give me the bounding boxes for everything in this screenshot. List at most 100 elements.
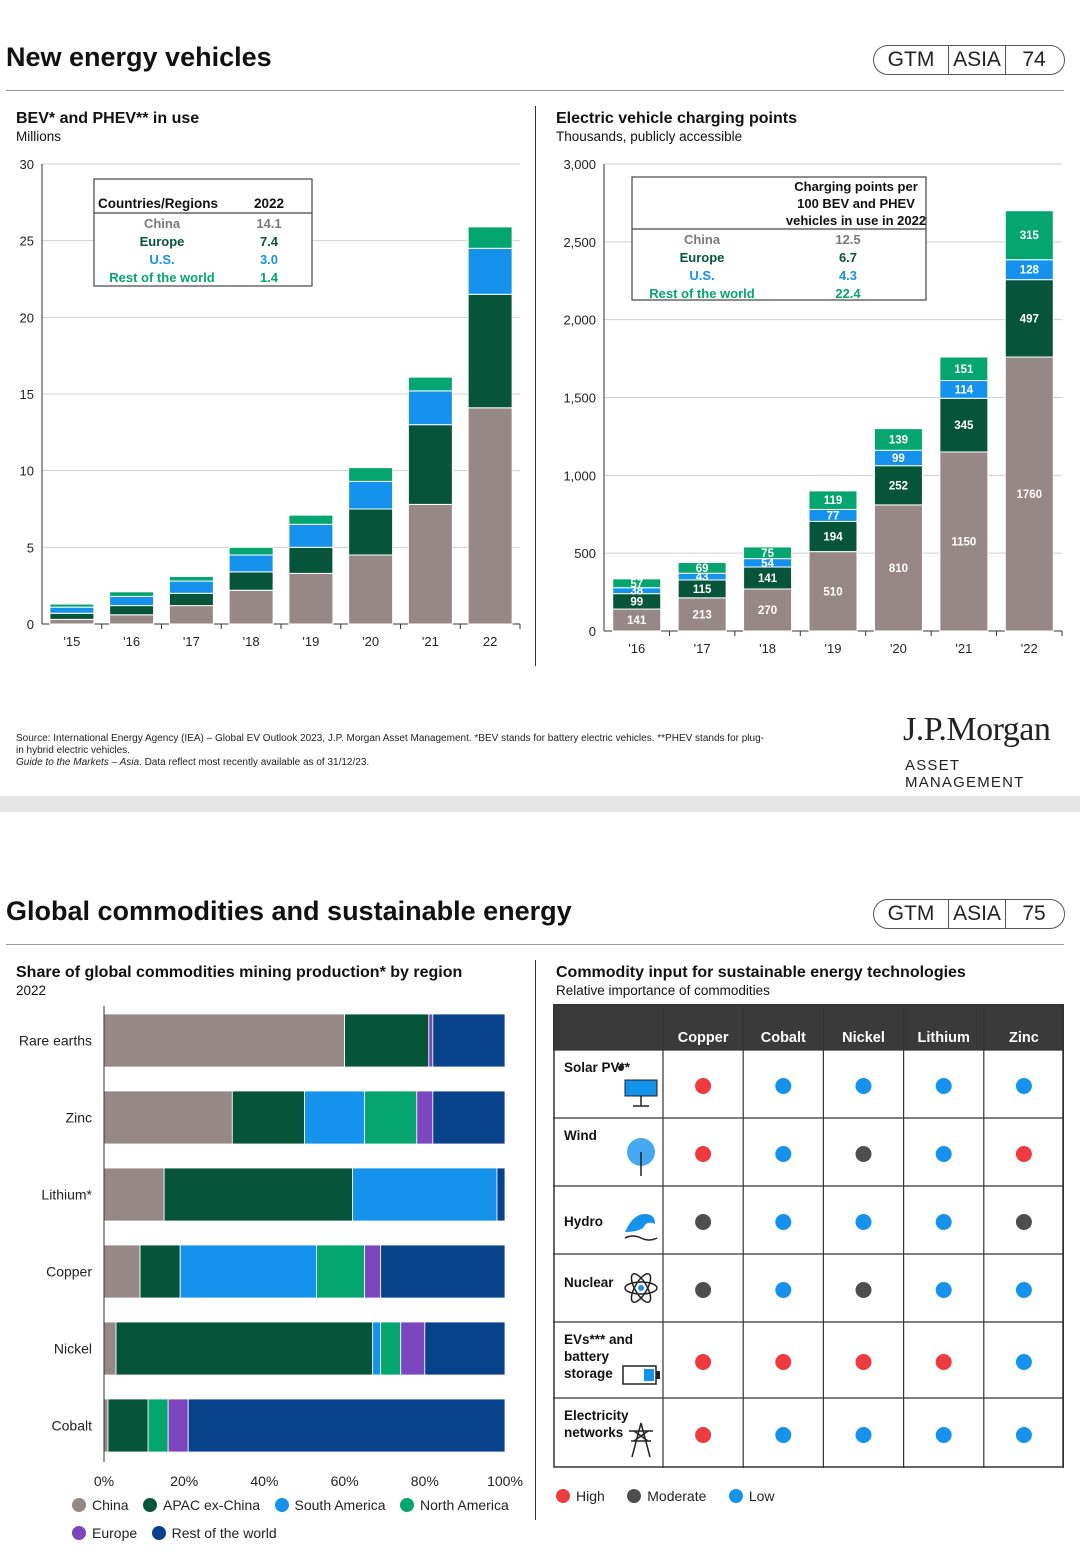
data-label: 510	[823, 586, 842, 598]
bar-segment	[372, 1321, 382, 1376]
matrix-row-label: Nuclear	[564, 1275, 614, 1290]
bar-segment	[344, 1013, 430, 1068]
importance-dot	[855, 1146, 872, 1162]
data-label: 69	[696, 563, 709, 575]
y-category-label: Nickel	[54, 1341, 92, 1357]
legend-label: High	[576, 1488, 605, 1504]
bar-segment	[612, 578, 662, 589]
atom-icon	[624, 1273, 658, 1303]
importance-dot	[1015, 1146, 1032, 1162]
y-tick-label: 5	[27, 540, 34, 555]
gtm-page-number: 75	[1022, 902, 1046, 925]
bar-segment	[107, 1398, 149, 1453]
bar-segment	[808, 520, 858, 553]
bar-segment	[873, 504, 923, 632]
bar-segment	[348, 480, 394, 510]
legend-label: Europe	[92, 1525, 138, 1541]
importance-dot	[935, 1427, 952, 1443]
legend-swatch	[72, 1498, 86, 1512]
legend-south-america: South America	[274, 1497, 386, 1513]
legend-swatch	[400, 1498, 415, 1512]
source-note: Source: International Energy Agency (IEA…	[16, 733, 876, 769]
x-tick-label: '20	[362, 634, 379, 649]
bar-segment	[288, 514, 334, 525]
x-tick-label: '16	[123, 634, 140, 649]
page-separator	[0, 796, 1080, 812]
bar-segment	[304, 1090, 366, 1145]
bar-segment	[348, 467, 394, 482]
x-tick-label: 0%	[94, 1473, 114, 1489]
matrix-column-header: Cobalt	[761, 1030, 806, 1046]
inset-row-value: 4.3	[839, 268, 857, 283]
matrix-row-label: EVs*** and	[564, 1332, 633, 1347]
bar-segment	[496, 1167, 506, 1222]
x-tick-label: '21	[955, 641, 972, 656]
y-category-label: Lithium*	[41, 1187, 92, 1203]
asset-management-logo: ASSET MANAGEMENT	[905, 757, 1025, 791]
importance-dot	[1015, 1427, 1032, 1443]
inset-row-label: Europe	[680, 250, 725, 265]
bar-segment	[873, 428, 923, 451]
y-tick-label: 15	[20, 387, 34, 402]
matrix-frame	[553, 1004, 1064, 1468]
x-tick-label: '16	[628, 641, 645, 656]
bar-segment	[115, 1321, 374, 1376]
bar-segment	[103, 1244, 141, 1299]
x-tick-label: '18	[243, 634, 260, 649]
bar-segment	[168, 592, 214, 607]
bar-segment	[407, 390, 453, 426]
data-label: 315	[1020, 230, 1040, 242]
importance-dot	[775, 1214, 792, 1230]
importance-dot	[1015, 1354, 1032, 1370]
legend-swatch	[72, 1526, 86, 1540]
y-category-label: Copper	[46, 1264, 92, 1280]
matrix-column-header: Zinc	[1009, 1030, 1039, 1046]
importance-legend: High Moderate Low	[556, 1488, 856, 1508]
bar-segment	[467, 226, 513, 249]
x-tick-label: 60%	[331, 1473, 359, 1489]
legend-swatch	[151, 1526, 166, 1540]
inset-row-value: 6.7	[839, 250, 857, 265]
importance-dot	[935, 1078, 952, 1094]
importance-dot	[935, 1214, 952, 1230]
chart-title-mining: Share of global commodities mining produ…	[16, 964, 463, 981]
bar-segment	[1004, 210, 1054, 261]
bar-segment	[407, 376, 453, 392]
data-label: 77	[827, 510, 840, 522]
bar-segment	[380, 1244, 506, 1299]
y-tick-label: 500	[574, 546, 596, 561]
y-tick-label: 0	[27, 617, 34, 632]
legend-label: North America	[420, 1497, 509, 1513]
source-line-1: Source: International Energy Agency (IEA…	[16, 733, 764, 744]
legend-label: Moderate	[647, 1488, 707, 1504]
matrix-row-label: Wind	[564, 1128, 597, 1143]
matrix-row-label: Electricity	[564, 1408, 629, 1423]
data-label: 38	[630, 586, 643, 598]
importance-dot	[1015, 1214, 1032, 1230]
bar-segment	[432, 1013, 506, 1068]
matrix-row-label: Solar PV**	[564, 1060, 631, 1075]
matrix-row-label: networks	[564, 1425, 623, 1440]
bar-segment	[352, 1167, 498, 1222]
x-tick-label: '20	[890, 641, 907, 656]
legend-apac: APAC ex-China	[143, 1497, 260, 1513]
bar-segment	[168, 580, 214, 594]
legend-rest-of-world: Rest of the world	[151, 1525, 277, 1541]
y-tick-label: 10	[20, 464, 34, 479]
importance-dot	[695, 1078, 712, 1094]
x-tick-label: '18	[759, 641, 776, 656]
bar-segment	[109, 614, 155, 625]
matrix-row-label: Hydro	[564, 1214, 603, 1229]
jpmorgan-logo: J.P.Morgan	[903, 711, 1051, 748]
bar-segment	[163, 1167, 354, 1222]
bar-segment	[231, 1090, 305, 1145]
inset-row-value: 7.4	[260, 234, 279, 249]
inset-table	[93, 178, 313, 287]
page-title-commodities: Global commodities and sustainable energ…	[6, 896, 572, 926]
bar-segment	[428, 1013, 434, 1068]
bar-segment	[103, 1398, 109, 1453]
y-tick-label: 2,000	[563, 313, 596, 328]
legend-label: South America	[294, 1497, 386, 1513]
importance-dot	[695, 1282, 712, 1298]
legend-swatch	[556, 1489, 570, 1503]
